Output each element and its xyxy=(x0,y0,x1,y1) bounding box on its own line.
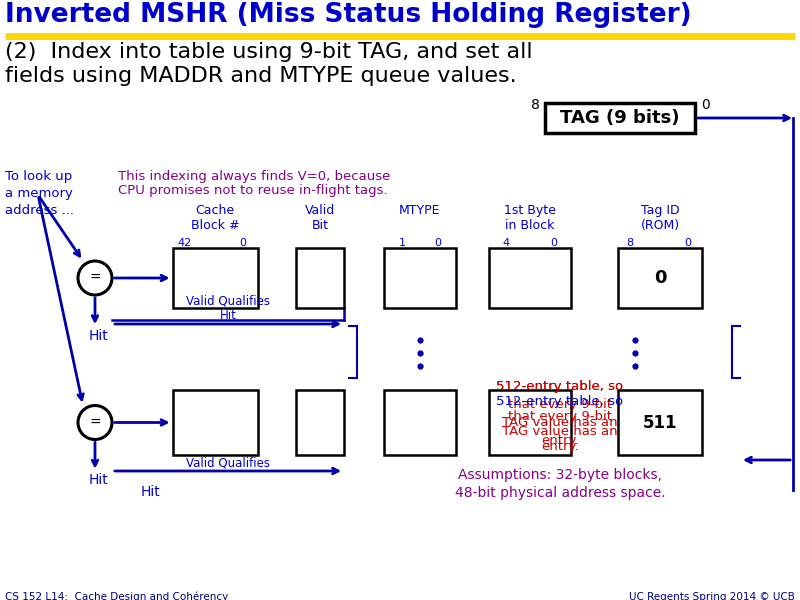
Circle shape xyxy=(78,261,112,295)
Text: 0: 0 xyxy=(239,238,246,248)
Text: that every 9-bit: that every 9-bit xyxy=(508,410,612,423)
Text: TAG value has an: TAG value has an xyxy=(502,425,618,438)
Text: Valid Qualifies: Valid Qualifies xyxy=(186,456,270,469)
Text: CS 152 L14:  Cache Design and Cohérency: CS 152 L14: Cache Design and Cohérency xyxy=(5,592,228,600)
Text: 0: 0 xyxy=(685,238,691,248)
Text: 42: 42 xyxy=(178,238,192,248)
Text: Cache
Block #: Cache Block # xyxy=(190,204,239,232)
Text: 4: 4 xyxy=(502,238,510,248)
Text: 0: 0 xyxy=(434,238,442,248)
Text: This indexing always finds V=0, because: This indexing always finds V=0, because xyxy=(118,170,390,183)
Text: CPU promises not to reuse in-flight tags.: CPU promises not to reuse in-flight tags… xyxy=(118,184,388,197)
Text: Hit: Hit xyxy=(88,473,108,487)
Bar xyxy=(545,103,695,133)
Bar xyxy=(489,248,571,308)
Text: =: = xyxy=(89,271,101,285)
Bar xyxy=(173,248,258,308)
Bar xyxy=(384,248,456,308)
Text: Hit: Hit xyxy=(88,329,108,343)
Text: Assumptions: 32-byte blocks,
48-bit physical address space.: Assumptions: 32-byte blocks, 48-bit phys… xyxy=(454,468,666,500)
Bar xyxy=(384,390,456,455)
Text: Valid Qualifies
Hit: Valid Qualifies Hit xyxy=(186,294,270,322)
Bar xyxy=(296,248,344,308)
Text: Inverted MSHR (Miss Status Holding Register): Inverted MSHR (Miss Status Holding Regis… xyxy=(5,2,692,28)
Text: 0: 0 xyxy=(701,98,710,112)
Text: 1: 1 xyxy=(398,238,406,248)
Text: MTYPE: MTYPE xyxy=(399,204,441,217)
Text: TAG (9 bits): TAG (9 bits) xyxy=(560,109,680,127)
Text: Hit: Hit xyxy=(140,485,160,499)
Text: UC Regents Spring 2014 © UCB: UC Regents Spring 2014 © UCB xyxy=(629,592,795,600)
Text: 0: 0 xyxy=(550,238,558,248)
Text: (2)  Index into table using 9-bit TAG, and set all: (2) Index into table using 9-bit TAG, an… xyxy=(5,42,533,62)
Text: Valid
Bit: Valid Bit xyxy=(305,204,335,232)
Text: 8: 8 xyxy=(626,238,634,248)
Text: 511: 511 xyxy=(642,413,678,431)
Text: entry.: entry. xyxy=(541,440,579,453)
Text: 0: 0 xyxy=(654,269,666,287)
Text: 8: 8 xyxy=(530,98,539,112)
Text: 512-entry table, so: 512-entry table, so xyxy=(497,380,623,393)
Text: =: = xyxy=(89,415,101,430)
Text: 1st Byte
in Block: 1st Byte in Block xyxy=(504,204,556,232)
Text: fields using MADDR and MTYPE queue values.: fields using MADDR and MTYPE queue value… xyxy=(5,66,517,86)
Bar xyxy=(296,390,344,455)
Bar xyxy=(173,390,258,455)
Text: 512-entry table, so
that every 9-bit
TAG value has an
entry.: 512-entry table, so that every 9-bit TAG… xyxy=(497,380,623,447)
Text: 512-entry table, so: 512-entry table, so xyxy=(497,395,623,408)
Bar xyxy=(618,248,702,308)
Text: To look up
a memory
address ...: To look up a memory address ... xyxy=(5,170,74,217)
Text: Tag ID
(ROM): Tag ID (ROM) xyxy=(641,204,679,232)
Circle shape xyxy=(78,406,112,439)
Bar xyxy=(618,390,702,455)
Bar xyxy=(489,390,571,455)
